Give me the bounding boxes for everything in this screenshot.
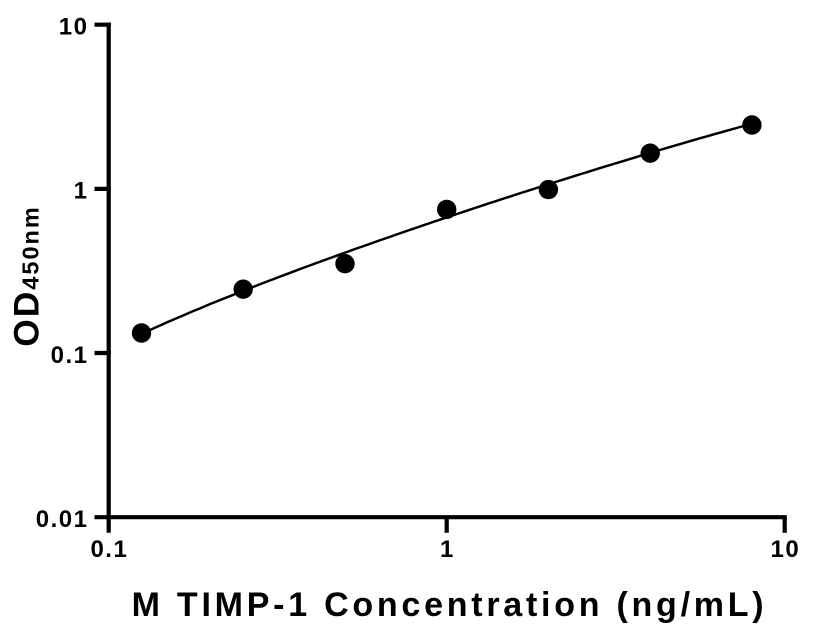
svg-text:10: 10 <box>59 14 89 41</box>
svg-text:1: 1 <box>440 536 455 563</box>
svg-text:0.01: 0.01 <box>36 506 89 533</box>
svg-text:0.1: 0.1 <box>51 342 89 369</box>
svg-text:OD450nm: OD450nm <box>7 205 47 347</box>
svg-text:0.1: 0.1 <box>90 536 128 563</box>
svg-text:1: 1 <box>74 178 89 205</box>
svg-text:10: 10 <box>771 536 801 563</box>
svg-text:M TIMP-1 Concentration (ng/mL): M TIMP-1 Concentration (ng/mL) <box>132 586 768 624</box>
